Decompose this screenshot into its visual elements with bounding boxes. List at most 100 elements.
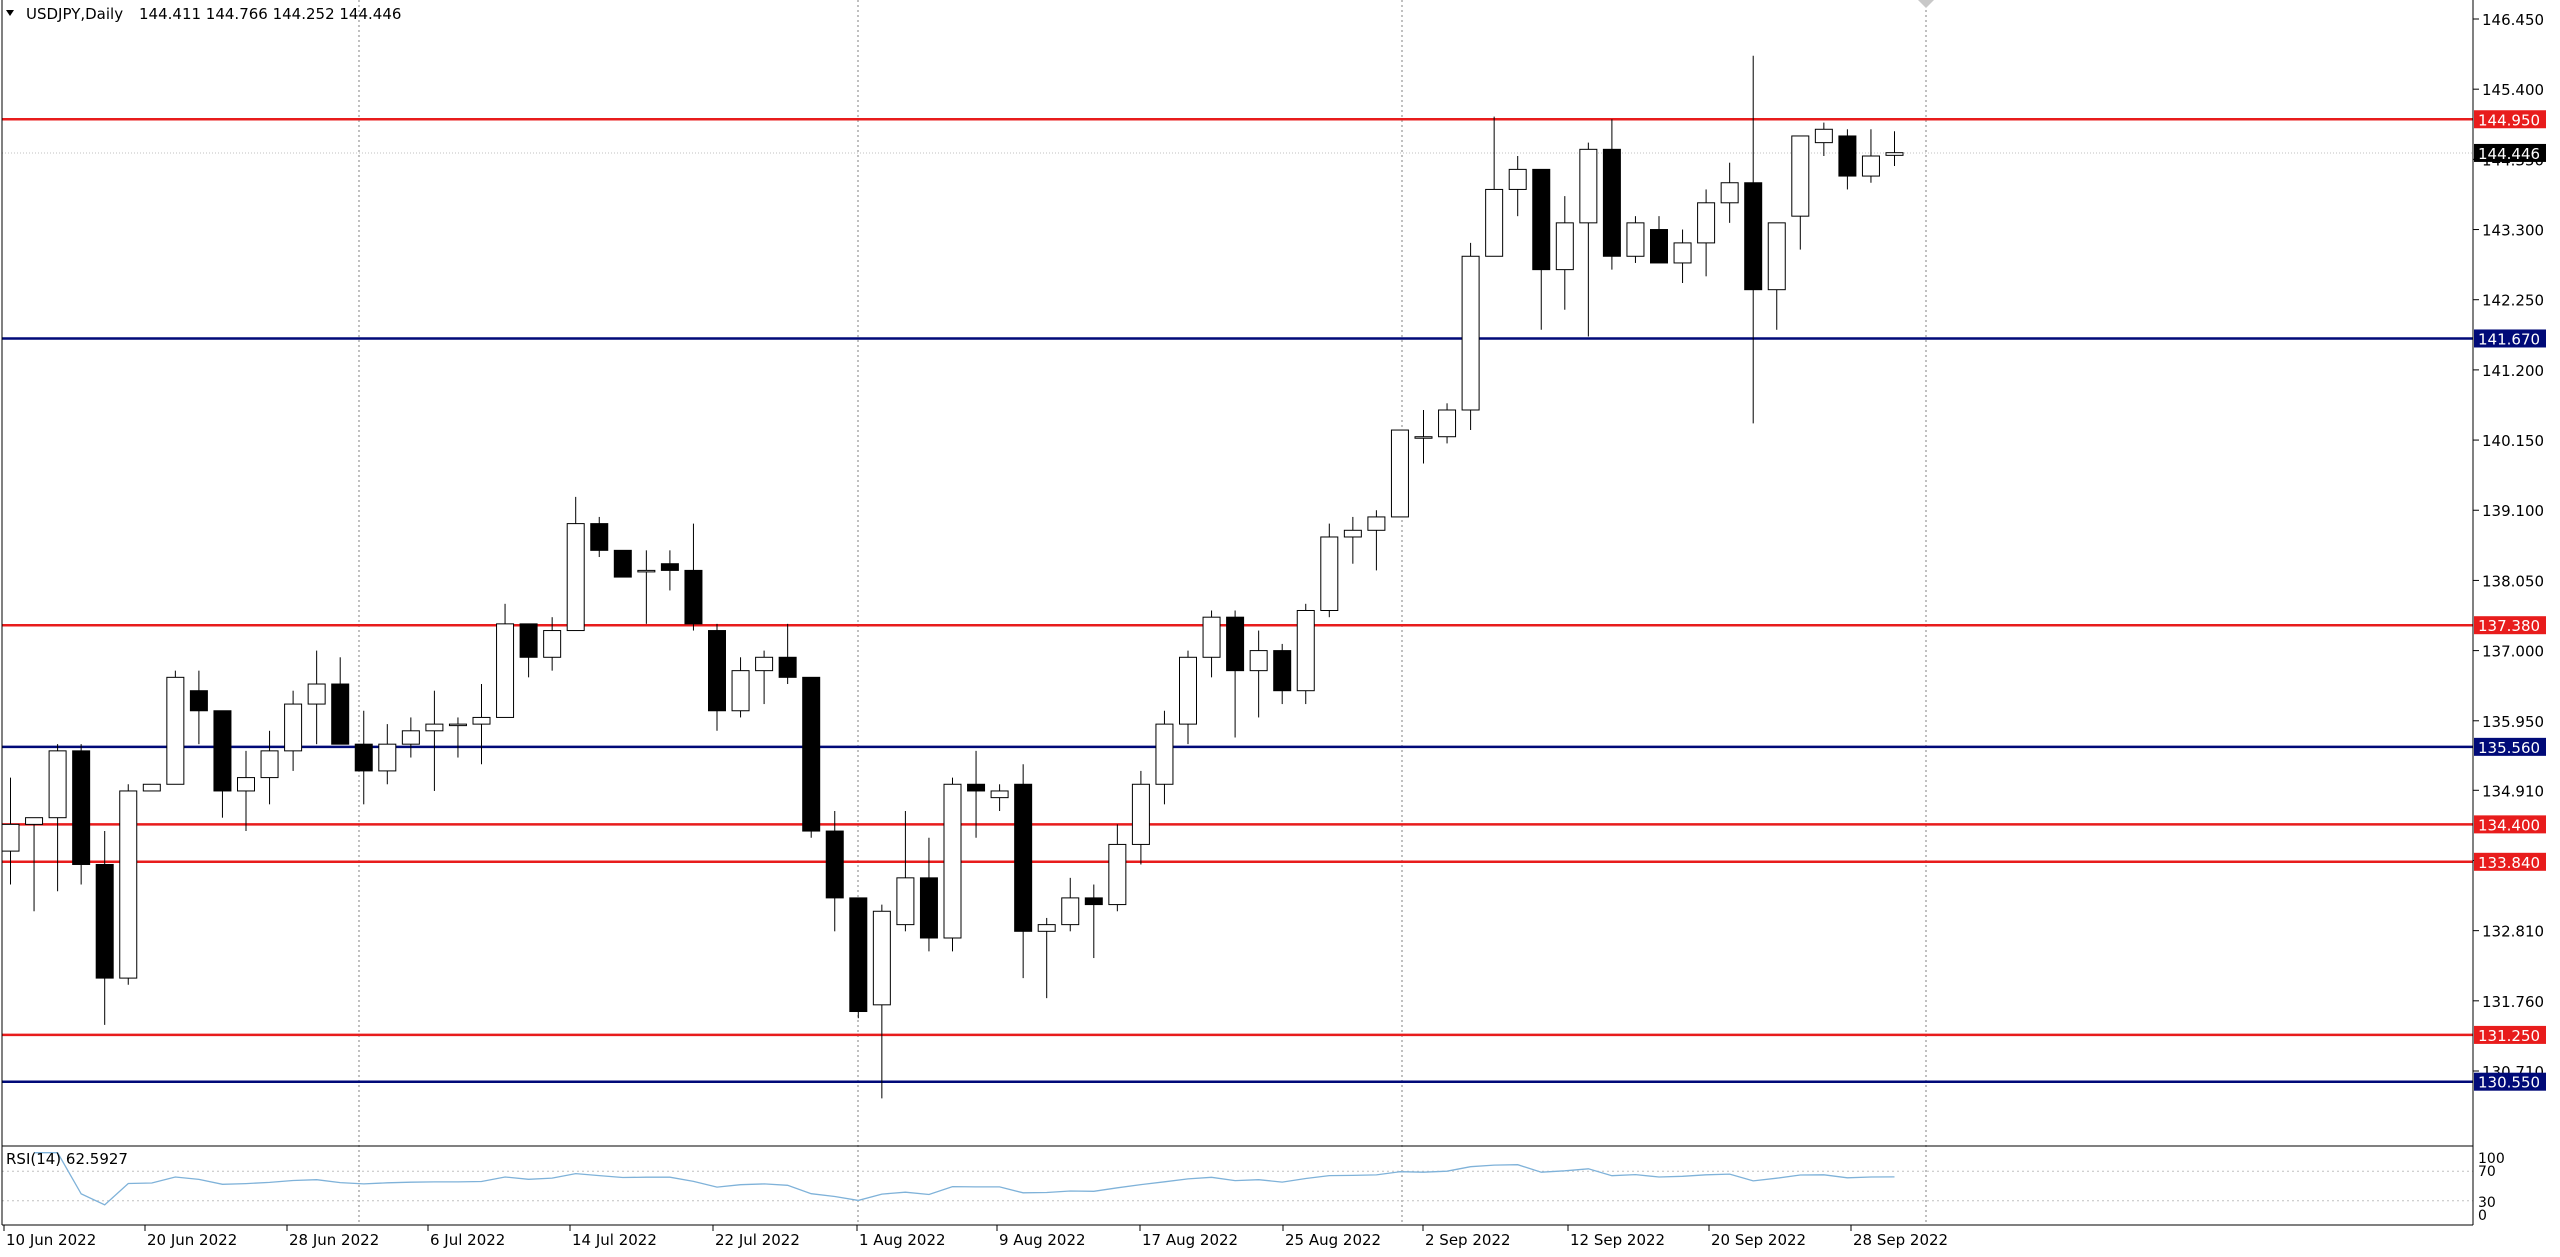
candle-body-bear bbox=[331, 683, 350, 745]
candle-body-bull bbox=[1814, 128, 1833, 144]
candle-body-bull bbox=[1061, 897, 1080, 926]
candle-body-bear bbox=[1650, 229, 1668, 264]
x-tick-label: 28 Sep 2022 bbox=[1853, 1231, 1948, 1249]
y-tick-label: 146.450 bbox=[2482, 11, 2544, 29]
candle bbox=[166, 670, 185, 785]
candle-body-bull bbox=[990, 790, 1009, 799]
candle-body-bull bbox=[1508, 168, 1527, 190]
candle bbox=[872, 904, 891, 1099]
candle-body-bear bbox=[919, 877, 938, 939]
candle-body-bull bbox=[1697, 202, 1716, 244]
candle-body-bull bbox=[25, 817, 44, 825]
candle bbox=[1037, 917, 1056, 999]
candle-body-bull bbox=[142, 783, 161, 792]
y-tick-label: 141.200 bbox=[2482, 362, 2544, 380]
candle bbox=[1791, 135, 1810, 250]
candle bbox=[119, 784, 138, 985]
x-tick-label: 20 Sep 2022 bbox=[1711, 1231, 1806, 1249]
candle-body-bull bbox=[48, 750, 67, 819]
triangle-down-icon[interactable] bbox=[6, 10, 14, 16]
shift-marker-icon[interactable] bbox=[1918, 0, 1934, 8]
candle bbox=[72, 744, 91, 885]
level-price-tag bbox=[2474, 1072, 2546, 1091]
candle bbox=[1885, 131, 1904, 167]
candle bbox=[896, 811, 915, 932]
candle-body-bear bbox=[849, 897, 868, 1013]
candle-body-bull bbox=[496, 623, 515, 718]
candle bbox=[331, 657, 350, 745]
candle-body-bear bbox=[1602, 148, 1621, 257]
candle bbox=[1131, 770, 1150, 865]
x-tick-label: 12 Sep 2022 bbox=[1570, 1231, 1665, 1249]
candle-body-bull bbox=[237, 777, 255, 792]
candle bbox=[849, 897, 868, 1019]
candle-body-bull bbox=[1108, 843, 1127, 906]
candle-body-bull bbox=[378, 743, 397, 772]
candle-body-bull bbox=[1390, 429, 1409, 518]
candle-body-bull bbox=[472, 716, 491, 725]
candle-body-bear bbox=[613, 549, 632, 578]
y-tick-label: 138.050 bbox=[2482, 572, 2544, 590]
candle bbox=[943, 777, 962, 952]
candle bbox=[1390, 429, 1409, 518]
x-tick-label: 2 Sep 2022 bbox=[1425, 1231, 1511, 1249]
candle-body-bear bbox=[802, 676, 821, 832]
candle-body-bear bbox=[95, 863, 114, 979]
candle bbox=[637, 550, 656, 624]
candle bbox=[1179, 650, 1197, 745]
current-price-tag bbox=[2474, 143, 2546, 162]
level-price-label: 130.550 bbox=[2478, 1074, 2540, 1092]
candle bbox=[1697, 189, 1716, 277]
candle-body-bear bbox=[1084, 897, 1103, 906]
candle bbox=[307, 650, 326, 745]
candle bbox=[590, 516, 609, 558]
candle-body-bull bbox=[637, 569, 656, 573]
candle bbox=[189, 670, 208, 745]
candle-body-bull bbox=[1791, 135, 1810, 217]
candle-body-bear bbox=[660, 563, 679, 571]
x-tick-label: 28 Jun 2022 bbox=[289, 1231, 379, 1249]
level-price-label: 135.560 bbox=[2478, 739, 2540, 757]
candle-body-bear bbox=[213, 710, 232, 792]
level-price-tag bbox=[2474, 616, 2546, 635]
candle-body-bull bbox=[1367, 516, 1386, 531]
candle-body-bull bbox=[1767, 222, 1786, 291]
x-tick-label: 25 Aug 2022 bbox=[1285, 1231, 1381, 1249]
y-tick-label: 143.300 bbox=[2482, 222, 2544, 240]
level-price-label: 133.840 bbox=[2478, 854, 2540, 872]
candle-body-bull bbox=[872, 910, 891, 1006]
level-price-tag bbox=[2474, 110, 2546, 129]
y-tick-label: 131.760 bbox=[2482, 993, 2544, 1011]
y-tick-label: 140.150 bbox=[2482, 432, 2544, 450]
candle-body-bull bbox=[1296, 609, 1315, 692]
candle-body-bull bbox=[1673, 242, 1692, 264]
candle bbox=[1320, 523, 1339, 618]
candle bbox=[1438, 403, 1457, 444]
candle bbox=[1108, 824, 1127, 912]
candle-body-bear bbox=[1273, 650, 1292, 692]
candle bbox=[967, 750, 986, 838]
candle-body-bull bbox=[307, 683, 326, 705]
candle bbox=[237, 750, 255, 832]
candle bbox=[1673, 229, 1692, 284]
candle bbox=[778, 623, 797, 685]
level-price-label: 141.670 bbox=[2478, 330, 2540, 348]
rsi-label: RSI(14) 62.5927 bbox=[6, 1150, 128, 1168]
candle bbox=[260, 730, 279, 805]
candle bbox=[613, 549, 632, 578]
candle-body-bull bbox=[1, 823, 20, 852]
candle bbox=[1249, 630, 1268, 718]
candle bbox=[755, 650, 774, 705]
candle bbox=[1861, 129, 1880, 183]
candle bbox=[1814, 122, 1833, 157]
candle bbox=[660, 550, 679, 591]
candle bbox=[142, 783, 161, 792]
current-price-label: 144.446 bbox=[2478, 145, 2540, 163]
level-price-tag bbox=[2474, 737, 2546, 756]
candle bbox=[48, 744, 67, 892]
candle bbox=[1202, 610, 1221, 678]
level-price-label: 131.250 bbox=[2478, 1027, 2540, 1045]
candle bbox=[1532, 168, 1551, 330]
x-tick-label: 10 Jun 2022 bbox=[6, 1231, 96, 1249]
